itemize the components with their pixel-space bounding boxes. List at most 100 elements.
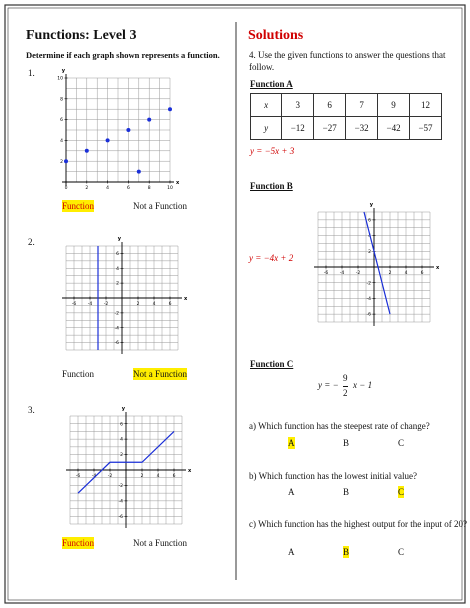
x-tick-label: -4	[88, 301, 93, 307]
instructions: Determine if each graph shown represents…	[26, 50, 220, 60]
table-cell: 12	[409, 93, 442, 117]
answer-option: C	[398, 486, 405, 498]
question: b) Which function has the lowest initial…	[249, 471, 418, 481]
function-a-equation: y = −5x + 3	[250, 146, 295, 156]
function-b-equation: y = −4x + 2	[249, 253, 294, 263]
answer-option: Function	[62, 200, 95, 212]
y-axis-label: y	[370, 202, 374, 208]
x-tick-label: 4	[157, 473, 160, 479]
answer-option: A	[288, 547, 295, 557]
y-tick-label: 4	[120, 437, 123, 443]
function-b-title: Function B	[250, 181, 293, 191]
answer-option: Function	[62, 537, 95, 549]
data-point	[64, 159, 68, 164]
x-axis-label: x	[184, 296, 188, 302]
x-tick-label: 10	[167, 185, 173, 191]
x-tick-label: -2	[104, 301, 109, 307]
x-tick-label: 6	[169, 301, 172, 307]
table-cell: −32	[345, 116, 379, 140]
eq-denominator: 2	[343, 386, 348, 398]
data-point	[105, 138, 110, 143]
x-tick-label: -2	[356, 270, 361, 276]
x-tick-label: 4	[153, 301, 156, 307]
data-point	[126, 128, 131, 132]
x-tick-label: -6	[324, 270, 329, 276]
table-cell: x	[249, 93, 283, 117]
eq-rhs: x − 1	[353, 380, 373, 390]
graph-line	[363, 211, 391, 315]
y-tick-label: -2	[115, 310, 120, 316]
answer-option: C	[398, 438, 405, 448]
y-tick-label: 2	[60, 159, 63, 165]
graph: x y 0 2 4 6 8 10 2 4 6 8 10	[57, 68, 180, 191]
question: a) Which function has the steepest rate …	[249, 421, 430, 431]
x-axis-label: x	[436, 265, 440, 271]
x-tick-label: 0	[65, 185, 68, 191]
table-cell: 3	[281, 93, 315, 117]
answer-option: B	[343, 487, 350, 497]
data-point	[84, 148, 89, 153]
prompt: 4. Use the given functions to answer the…	[249, 50, 446, 72]
x-tick-label: 8	[148, 185, 151, 191]
eq-numerator: 9	[343, 373, 348, 383]
x-tick-label: -4	[340, 270, 345, 276]
y-tick-label: -2	[367, 280, 372, 286]
data-point	[147, 117, 152, 122]
x-tick-label: 4	[106, 185, 109, 191]
x-tick-label: 2	[141, 473, 144, 479]
x-tick-label: 6	[421, 270, 424, 276]
item-number: 2.	[28, 237, 35, 247]
y-tick-label: 8	[60, 96, 63, 102]
answer-option: Not a Function	[133, 368, 187, 380]
y-tick-label: 2	[368, 249, 371, 255]
item-number: 1.	[28, 68, 35, 78]
table-cell: 6	[313, 93, 347, 117]
x-tick-label: 6	[173, 473, 176, 479]
x-axis-label: x	[188, 468, 192, 474]
x-tick-label: -2	[108, 473, 113, 479]
y-tick-label: 4	[116, 266, 119, 272]
y-tick-label: 6	[60, 117, 63, 123]
y-axis-label: y	[118, 236, 122, 242]
function-c-title: Function C	[250, 359, 294, 369]
table-cell: −27	[313, 116, 347, 140]
y-tick-label: 2	[120, 452, 123, 458]
data-point	[168, 107, 172, 112]
y-axis-label: y	[122, 406, 126, 412]
table-cell: −12	[281, 116, 315, 140]
x-tick-label: 2	[137, 301, 140, 307]
data-point	[136, 169, 141, 174]
x-tick-label: 6	[127, 185, 130, 191]
solutions-title: Solutions	[248, 28, 304, 43]
y-tick-label: 2	[116, 281, 119, 287]
worksheet-title: Functions: Level 3	[26, 28, 137, 43]
x-tick-label: -6	[76, 473, 81, 479]
table-cell: 9	[377, 93, 411, 117]
eq-lhs: y = −	[318, 380, 339, 390]
y-tick-label: -6	[119, 514, 124, 520]
x-tick-label: 2	[389, 270, 392, 276]
y-tick-label: 4	[60, 138, 63, 144]
y-axis-label: y	[62, 68, 66, 74]
y-tick-label: 6	[368, 217, 371, 223]
function-a-title: Function A	[250, 79, 293, 89]
x-tick-label: -4	[92, 473, 97, 479]
answer-option: B	[343, 438, 350, 448]
table-cell: 7	[345, 93, 379, 117]
y-tick-label: -6	[115, 340, 120, 346]
answer-option: Not a Function	[133, 201, 187, 211]
graph-line	[77, 430, 175, 494]
item-number: 3.	[28, 405, 35, 415]
answer-option: Not a Function	[133, 538, 187, 548]
table-cell: −57	[409, 116, 442, 140]
function-a-table: x 3 6 7 9 12 y −12 −27 −32 −42 −57	[249, 93, 442, 140]
y-tick-label: 10	[57, 76, 63, 82]
y-tick-label: -4	[115, 325, 120, 331]
x-tick-label: 2	[85, 185, 88, 191]
table-cell: y	[249, 116, 283, 140]
x-axis-label: x	[176, 180, 180, 186]
